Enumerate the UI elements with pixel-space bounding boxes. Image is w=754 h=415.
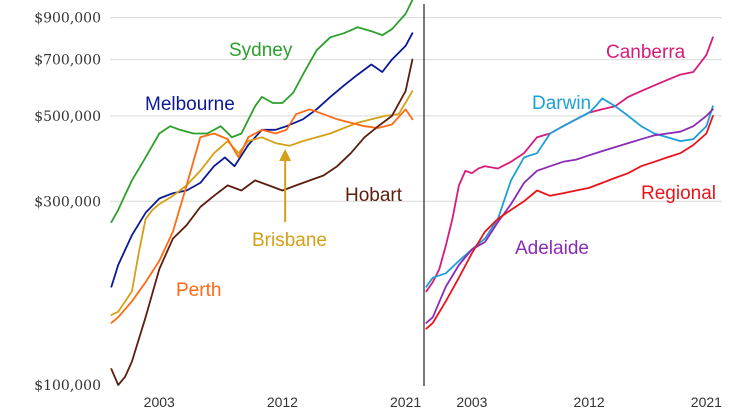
y-tick-label: $900,000 xyxy=(34,11,101,27)
y-tick-label: $700,000 xyxy=(34,53,101,69)
series-line-sydney xyxy=(110,0,414,223)
series-label-darwin: Darwin xyxy=(532,93,591,114)
series-line-canberra xyxy=(425,36,714,293)
x-tick-label: 2012 xyxy=(574,394,605,410)
series-labels: Sydney Melbourne Brisbane Perth Hobart Canber… xyxy=(145,40,716,301)
series-label-brisbane: Brisbane xyxy=(252,230,327,251)
series-line-perth xyxy=(110,108,414,324)
series-label-melbourne: Melbourne xyxy=(145,94,235,115)
annotation-arrow-head xyxy=(279,149,292,162)
series-label-perth: Perth xyxy=(176,280,221,301)
x-tick-label: 2021 xyxy=(390,394,421,410)
y-tick-label: $100,000 xyxy=(34,378,101,394)
y-tick-label: $300,000 xyxy=(34,194,101,210)
y-axis-ticks: $100,000 $300,000 $500,000 $700,000 $900,000 xyxy=(34,11,101,394)
series-line-regional xyxy=(425,115,714,330)
y-tick-label: $500,000 xyxy=(34,109,101,125)
x-tick-label: 2003 xyxy=(456,394,487,410)
series-lines xyxy=(110,0,714,386)
x-tick-label: 2012 xyxy=(267,394,298,410)
series-label-regional: Regional xyxy=(641,183,716,204)
x-axis-ticks: 2003 2012 2021 2003 2012 2021 xyxy=(144,394,722,410)
series-line-hobart xyxy=(110,58,414,386)
series-label-hobart: Hobart xyxy=(345,185,403,206)
x-tick-label: 2021 xyxy=(691,394,722,410)
series-label-sydney: Sydney xyxy=(229,40,293,61)
x-tick-label: 2003 xyxy=(144,394,175,410)
series-line-adelaide xyxy=(425,108,714,324)
series-label-canberra: Canberra xyxy=(606,42,686,63)
annotations xyxy=(279,149,292,222)
series-label-adelaide: Adelaide xyxy=(515,238,589,259)
gridlines xyxy=(110,17,722,202)
